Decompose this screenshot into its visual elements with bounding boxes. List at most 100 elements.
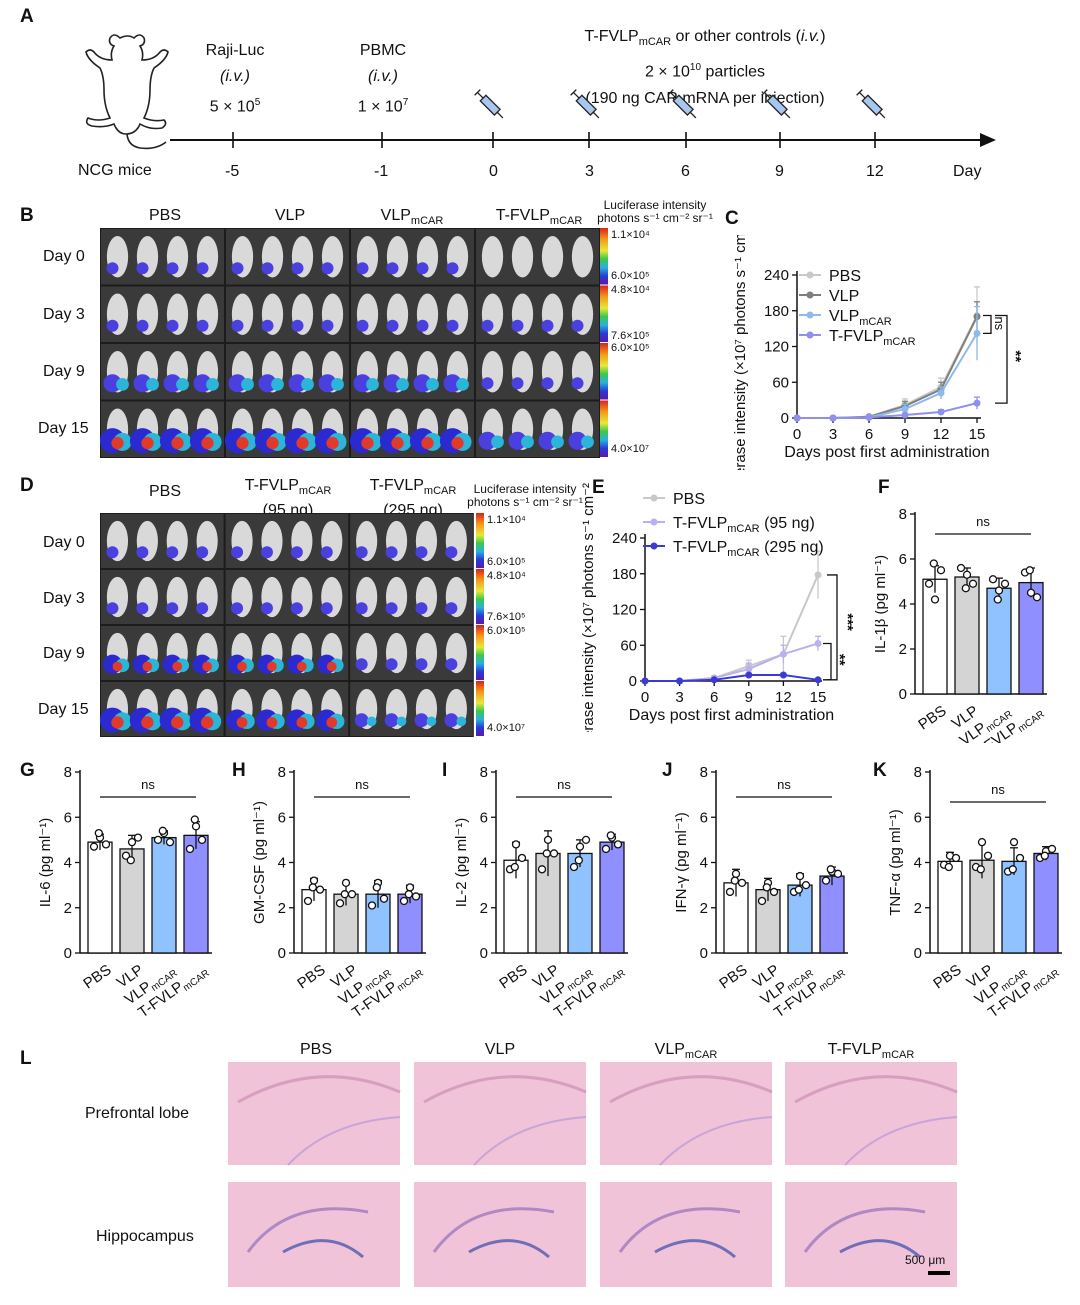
signal-spot xyxy=(571,377,584,390)
colorbar-segment xyxy=(600,228,608,285)
data-point xyxy=(185,844,195,854)
signal-spot xyxy=(166,262,179,275)
data-point xyxy=(158,826,167,835)
event-treatment-agent: T-FVLP xyxy=(584,28,639,45)
panel-d-scale-label: 1.1×10⁴ xyxy=(487,514,526,526)
data-point xyxy=(1015,853,1025,863)
tissue-boundary xyxy=(237,1075,401,1104)
signal-spot xyxy=(481,319,494,332)
data-point xyxy=(191,822,201,831)
bar-group xyxy=(787,871,813,954)
signal-spot xyxy=(111,436,124,450)
data-point xyxy=(745,665,753,673)
group-sub: mCAR xyxy=(410,215,444,228)
y-tick-label: 8 xyxy=(278,764,286,781)
y-tick-label: 180 xyxy=(764,303,789,320)
panel-label-f: F xyxy=(878,477,890,498)
x-tick-label: 3 xyxy=(675,689,683,706)
group-sub: mCAR xyxy=(423,485,457,498)
y-tick-label: 6 xyxy=(914,809,922,826)
bar xyxy=(819,875,845,954)
bar-group xyxy=(954,563,980,695)
panel-label-b: B xyxy=(20,205,34,226)
tissue-boundary xyxy=(423,1075,587,1104)
signal-spot xyxy=(103,374,122,393)
event-treatment-dose: 2 × 10 xyxy=(644,63,690,81)
signal-spot xyxy=(202,661,213,672)
x-tick-label: 12 xyxy=(775,689,792,706)
legend-marker xyxy=(650,494,658,502)
data-point xyxy=(795,871,805,881)
dentate-gyrus xyxy=(839,1239,921,1259)
group-name: T-FVLP xyxy=(495,207,550,224)
series-3 xyxy=(793,396,981,422)
data-point xyxy=(542,849,551,858)
data-point xyxy=(801,880,811,890)
data-point xyxy=(379,894,389,903)
data-point xyxy=(745,671,753,679)
panel-b-row-label: Day 3 xyxy=(43,306,85,323)
signal-spot xyxy=(200,716,214,729)
signal-spot xyxy=(236,717,248,728)
y-tick-label: 8 xyxy=(480,764,488,781)
data-point xyxy=(865,413,873,421)
signal-spot xyxy=(384,713,399,728)
x-tick-label: 6 xyxy=(865,426,873,443)
significance-label: ns xyxy=(141,777,155,792)
bar xyxy=(937,860,963,954)
x-tick-label: 0 xyxy=(793,426,801,443)
panel-b-scale-label: 7.6×10⁵ xyxy=(611,330,650,342)
data-point xyxy=(510,862,519,872)
signal-spot xyxy=(116,378,129,391)
x-axis-label: Days post first administration xyxy=(784,444,989,461)
data-point xyxy=(730,876,739,885)
signal-spot xyxy=(445,658,458,671)
signal-spot xyxy=(196,602,209,615)
signal-spot xyxy=(355,602,368,615)
significance-label: ** xyxy=(1007,350,1024,362)
event-treatment-controls: or other controls ( xyxy=(671,28,801,45)
signal-spot xyxy=(318,374,337,393)
panel-label-i: I xyxy=(442,760,448,781)
signal-spot xyxy=(385,602,398,615)
significance-label: ns xyxy=(992,316,1007,330)
series-0 xyxy=(793,286,981,422)
y-axis-label: IL-6 (pg ml⁻¹) xyxy=(37,818,54,908)
legend-label: T-FVLPmCAR (295 ng) xyxy=(673,539,824,559)
bar-group xyxy=(151,826,177,954)
data-point xyxy=(924,579,934,588)
significance-label: ns xyxy=(355,777,369,792)
data-point xyxy=(956,563,966,573)
event-raji-luc: Raji-Luc (i.v.) 5 × 105 xyxy=(190,38,280,120)
signal-spot xyxy=(413,374,432,393)
hippocampus-layer xyxy=(618,1207,741,1253)
group-name: T-FVLP xyxy=(369,477,424,494)
hippocampus-layer xyxy=(803,1207,926,1253)
imaging-cell xyxy=(350,626,473,680)
data-point xyxy=(347,890,357,899)
group-name: T-FVLP xyxy=(244,477,299,494)
data-point xyxy=(833,869,843,878)
signal-spot xyxy=(396,716,407,727)
column-name: PBS xyxy=(299,1041,332,1058)
signal-spot xyxy=(141,716,154,729)
histology-image xyxy=(785,1062,958,1166)
panel-d-scale-label: 7.6×10⁵ xyxy=(487,611,526,623)
panel-label-l: L xyxy=(20,1048,32,1069)
panel-label-d: D xyxy=(20,475,34,496)
imaging-cell xyxy=(476,401,599,457)
imaging-cell xyxy=(226,229,349,285)
signal-spot xyxy=(228,374,247,393)
x-tick-label: 9 xyxy=(745,689,753,706)
signal-spot xyxy=(386,262,399,275)
y-tick-label: 4 xyxy=(64,855,72,872)
tissue-background xyxy=(785,1062,957,1165)
scale-title-2: photons s⁻¹ cm⁻² sr⁻¹ xyxy=(597,211,713,225)
tissue-background xyxy=(600,1062,772,1165)
data-point xyxy=(794,885,803,894)
signal-spot xyxy=(354,713,369,728)
group-name: VLP xyxy=(274,207,306,224)
event-raji-dose: 5 × 105 xyxy=(190,90,280,120)
imaging-cell xyxy=(349,401,474,457)
